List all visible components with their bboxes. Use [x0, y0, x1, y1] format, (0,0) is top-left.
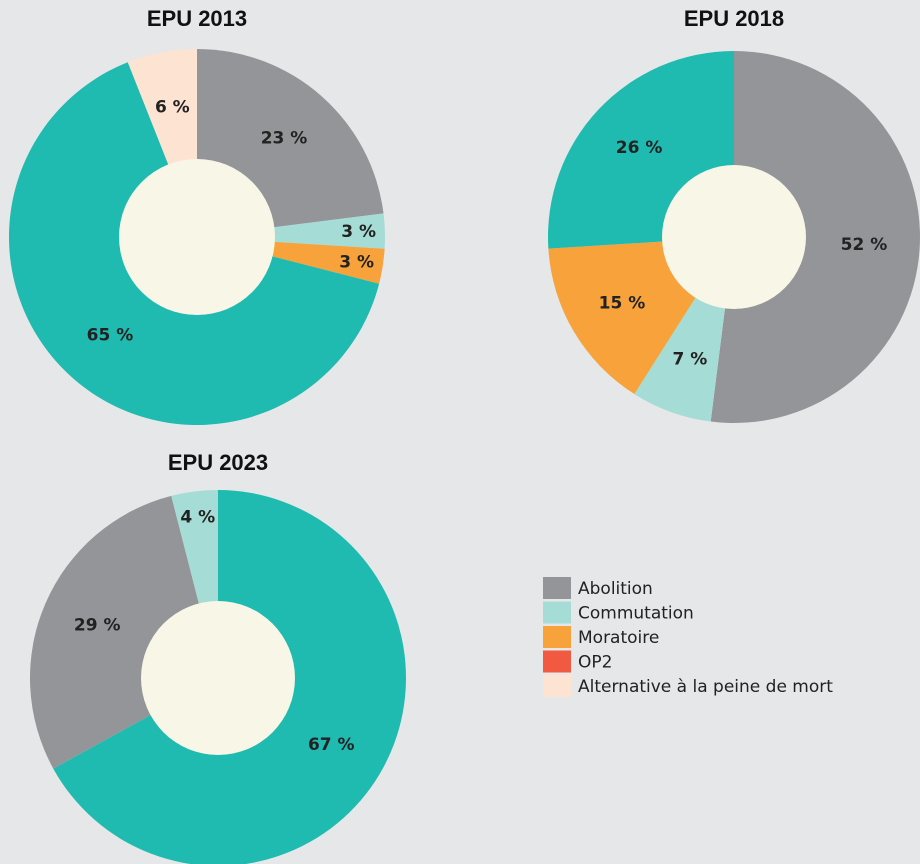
data-label: 29 %	[74, 616, 121, 636]
legend-swatch	[543, 577, 571, 599]
donut-hole	[662, 165, 806, 309]
chart-title: EPU 2013	[147, 6, 247, 31]
data-label: 3 %	[341, 222, 376, 242]
data-label: 3 %	[339, 252, 374, 272]
donut-hole	[141, 601, 295, 755]
legend-swatch	[543, 675, 571, 697]
legend-swatch	[543, 650, 571, 673]
data-label: 26 %	[616, 138, 663, 158]
data-label: 65 %	[87, 326, 134, 346]
legend-label: Moratoire	[578, 628, 659, 648]
chart-title: EPU 2023	[168, 450, 268, 475]
legend-label: Commutation	[578, 604, 694, 624]
data-label: 23 %	[261, 128, 308, 148]
chart-title: EPU 2018	[684, 6, 784, 31]
legend-swatch	[543, 626, 571, 648]
pie-slice	[710, 51, 920, 423]
pie-slice	[197, 213, 385, 249]
legend-label: OP2	[578, 653, 612, 673]
data-label: 7 %	[673, 350, 708, 370]
data-label: 67 %	[308, 735, 355, 755]
data-label: 15 %	[599, 293, 646, 313]
data-label: 52 %	[841, 235, 888, 255]
legend-label: Abolition	[578, 579, 653, 599]
data-label: 6 %	[155, 98, 190, 118]
legend-swatch	[543, 601, 571, 624]
donut-hole	[119, 159, 275, 315]
data-label: 4 %	[180, 508, 215, 528]
legend-label: Alternative à la peine de mort	[578, 677, 833, 697]
